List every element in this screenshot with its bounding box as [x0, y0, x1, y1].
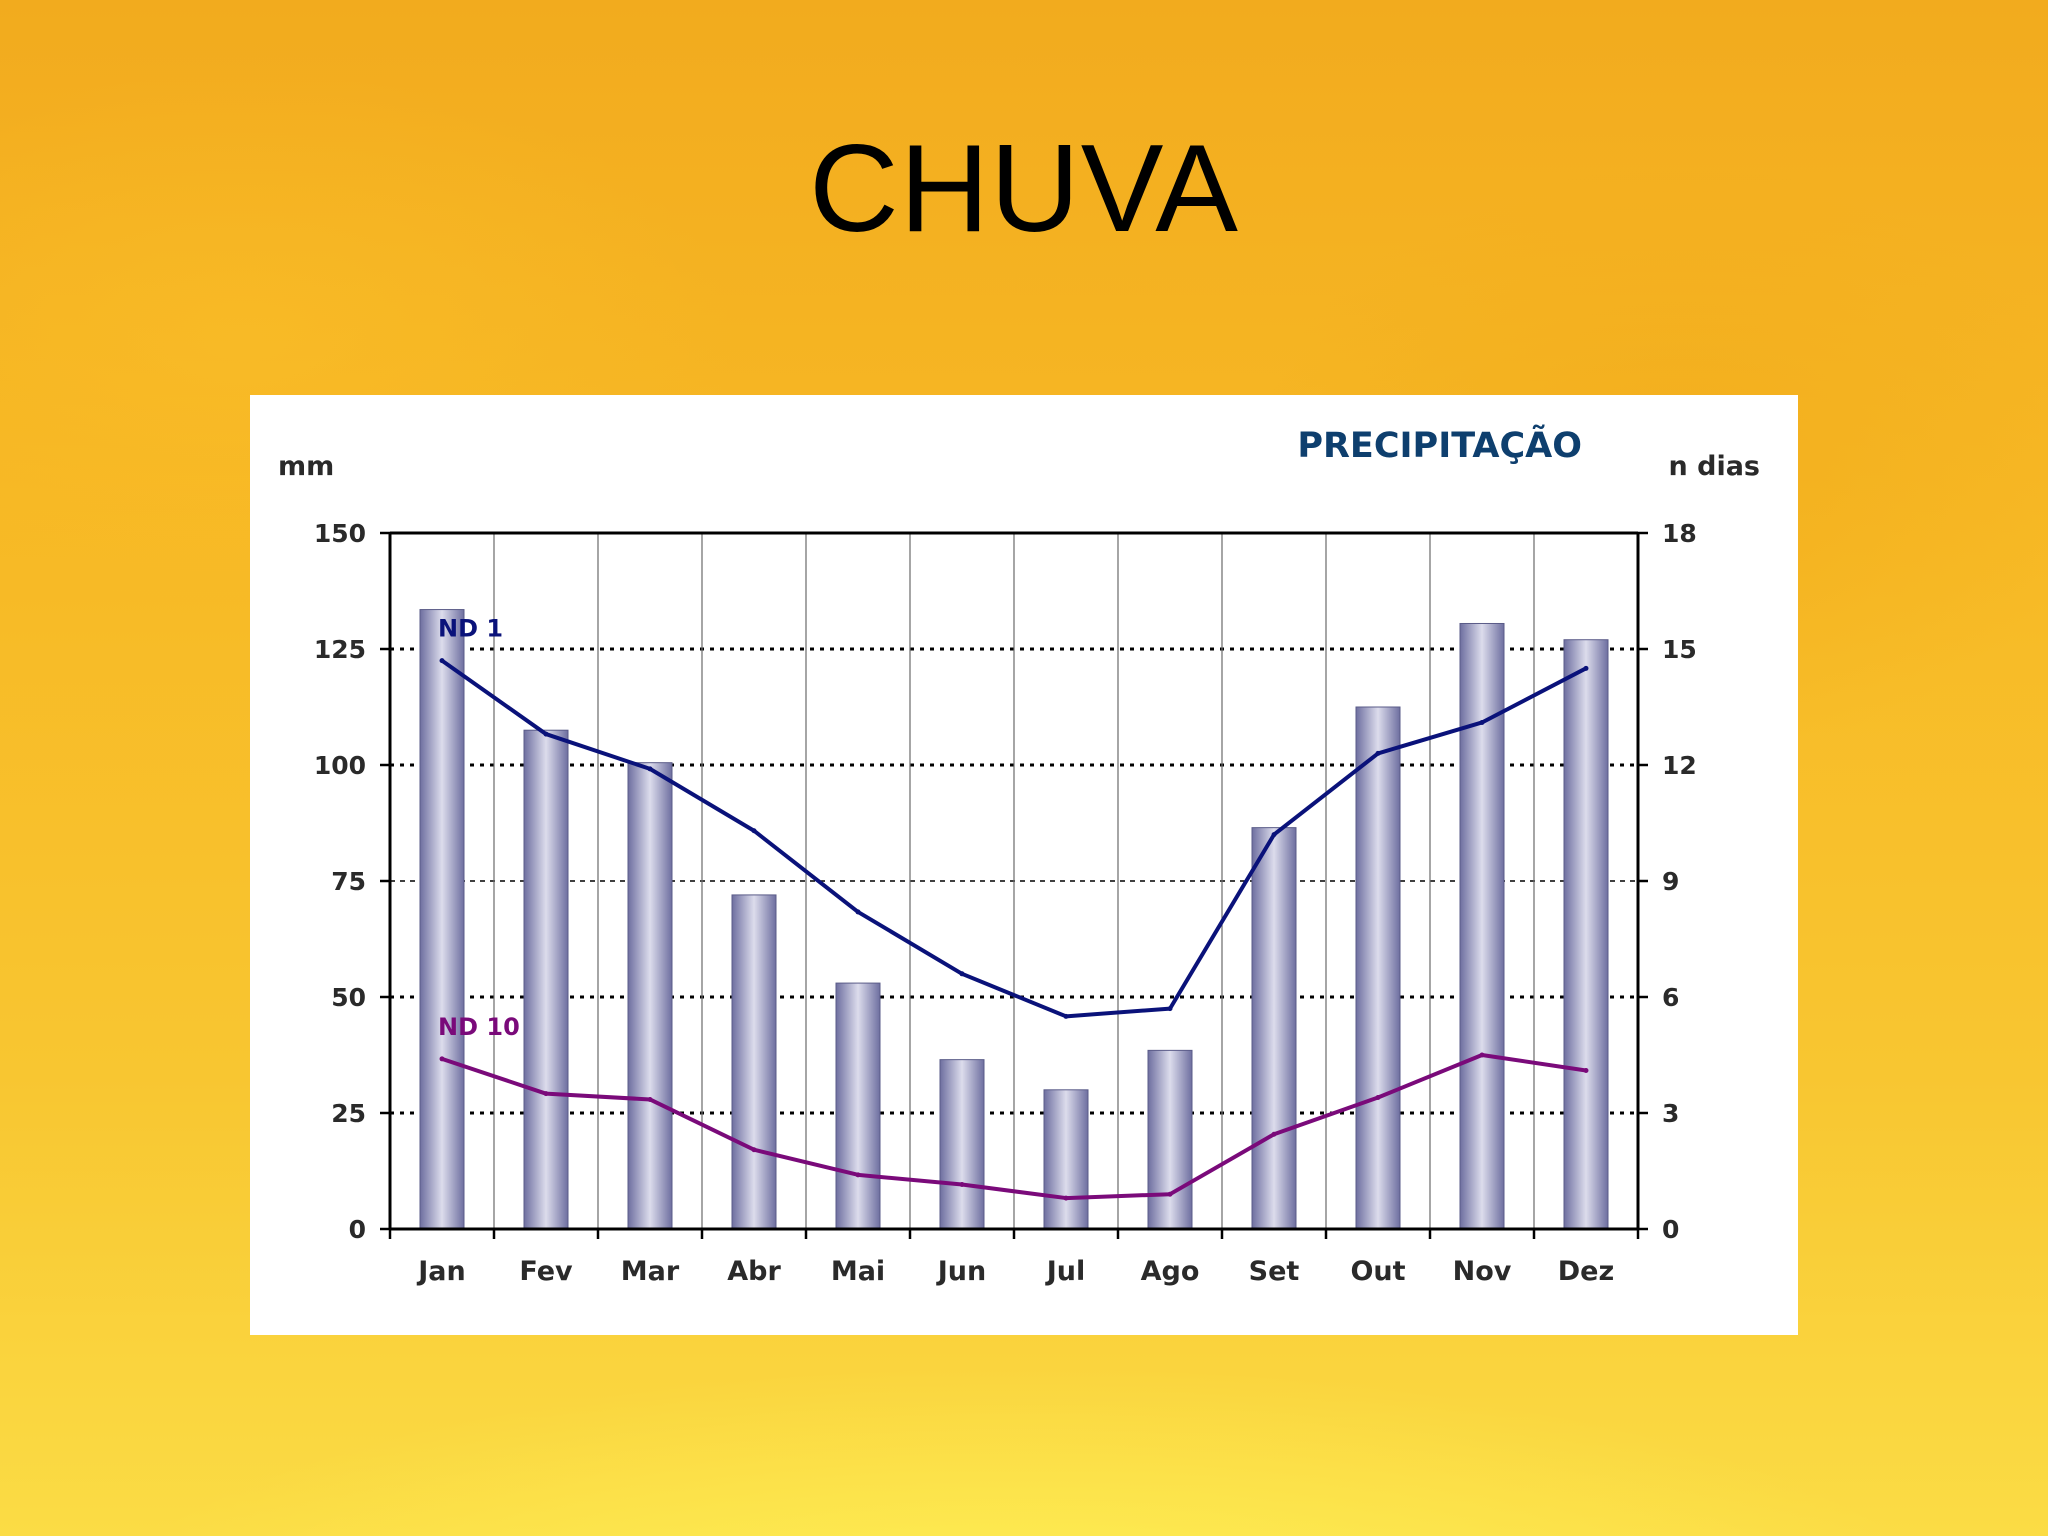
chart-title: PRECIPITAÇÃO [1297, 424, 1582, 466]
point-nd-1-dez [1583, 665, 1589, 671]
point-nd-10-jun [959, 1182, 965, 1188]
slide-title: CHUVA [809, 120, 1239, 258]
point-nd-10-mai [855, 1172, 861, 1178]
axes [380, 531, 1648, 1239]
bar-jan [419, 609, 465, 1230]
point-nd-10-mar [647, 1096, 653, 1102]
bar-mai [835, 982, 881, 1230]
y2-tick-label: 0 [1662, 1215, 1679, 1244]
point-nd-1-ago [1167, 1006, 1173, 1012]
point-nd-1-set [1271, 832, 1277, 838]
point-nd-1-abr [751, 828, 757, 834]
point-nd-1-jun [959, 971, 965, 977]
y-tick-label: 75 [331, 867, 366, 896]
y2-axis-label: n dias [1669, 451, 1761, 482]
point-nd-10-dez [1583, 1067, 1589, 1073]
y2-tick-label: 3 [1662, 1099, 1679, 1128]
precipitation-chart: ND 1 ND 10 0 0 25 3 50 6 75 9 100 12 125 15 150 18 Jan F… [278, 424, 1761, 1287]
y-tick-label: 125 [314, 635, 366, 664]
chart-panel: ND 1 ND 10 0 0 25 3 50 6 75 9 100 12 125 15 150 18 Jan F… [250, 395, 1798, 1335]
y-tick-label: 100 [314, 751, 366, 780]
point-nd-1-nov [1479, 719, 1485, 725]
y2-tick-label: 18 [1662, 519, 1697, 548]
x-tick-label-abr: Abr [727, 1256, 781, 1287]
bar-abr [731, 894, 777, 1230]
y-tick-label: 50 [331, 983, 366, 1012]
x-tick-label-jul: Jul [1045, 1256, 1086, 1287]
y2-tick-label: 6 [1662, 983, 1679, 1012]
y2-tick-label: 15 [1662, 635, 1697, 664]
bar-jul [1043, 1089, 1089, 1230]
point-nd-1-mai [855, 909, 861, 915]
bar-set [1251, 827, 1297, 1230]
y-tick-label: 25 [331, 1099, 366, 1128]
y2-tick-label: 12 [1662, 751, 1697, 780]
point-nd-10-abr [751, 1147, 757, 1153]
line-series: ND 1 ND 10 [438, 615, 1589, 1201]
point-nd-1-jan [439, 658, 445, 664]
x-tick-label-out: Out [1350, 1256, 1405, 1287]
point-nd-1-mar [647, 766, 653, 772]
point-nd-10-fev [543, 1091, 549, 1097]
y-tick-label: 150 [314, 519, 366, 548]
x-tick-label-nov: Nov [1453, 1256, 1512, 1287]
x-tick-label-set: Set [1249, 1256, 1300, 1287]
point-nd-10-ago [1167, 1191, 1173, 1197]
x-tick-label-dez: Dez [1558, 1256, 1614, 1287]
point-nd-1-jul [1063, 1013, 1069, 1019]
axis-labels: 0 0 25 3 50 6 75 9 100 12 125 15 150 18 Jan Fev Mar Abr Ma… [314, 519, 1697, 1287]
point-nd-10-jul [1063, 1195, 1069, 1201]
series-label-nd-1: ND 1 [438, 615, 503, 643]
x-tick-label-mar: Mar [621, 1256, 680, 1287]
line-nd-1 [440, 658, 1587, 1019]
bar-jun [939, 1059, 985, 1230]
bar-mar [627, 762, 673, 1230]
point-nd-10-out [1375, 1095, 1381, 1101]
x-tick-label-ago: Ago [1141, 1256, 1200, 1287]
y2-tick-label: 9 [1662, 867, 1679, 896]
point-nd-1-fev [543, 731, 549, 737]
x-tick-label-jun: Jun [936, 1256, 987, 1287]
grid-lines [390, 533, 1638, 1229]
bar-dez [1563, 639, 1609, 1230]
point-nd-1-out [1375, 750, 1381, 756]
bar-ago [1147, 1049, 1193, 1230]
y-tick-label: 0 [349, 1215, 366, 1244]
bar-out [1355, 706, 1401, 1230]
bar-fev [523, 729, 569, 1230]
y-axis-label: mm [278, 451, 334, 482]
point-nd-10-jan [439, 1056, 445, 1062]
x-tick-label-fev: Fev [519, 1256, 573, 1287]
point-nd-10-set [1271, 1131, 1277, 1137]
x-tick-label-jan: Jan [416, 1256, 466, 1287]
series-label-nd-10: ND 10 [438, 1013, 520, 1041]
line-nd-10 [441, 1053, 1587, 1201]
point-nd-10-nov [1479, 1052, 1485, 1058]
x-tick-label-mai: Mai [831, 1256, 885, 1287]
